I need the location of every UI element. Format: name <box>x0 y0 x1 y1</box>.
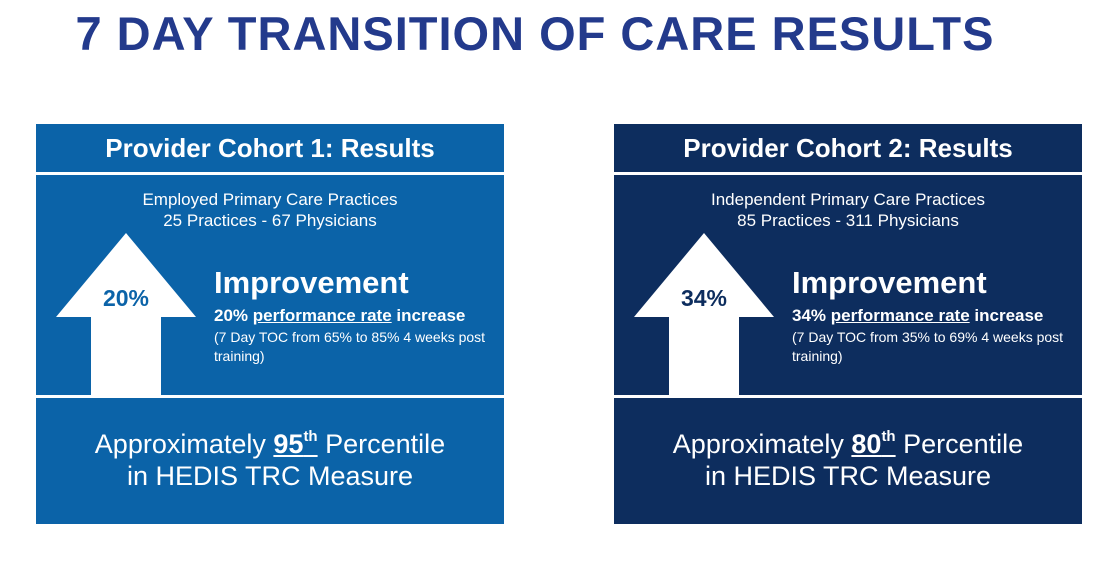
percentile-number-value: 95 <box>273 429 304 459</box>
percentile-prefix: Approximately <box>672 429 844 459</box>
rate-value: 34% <box>792 306 827 325</box>
percentile-number: 80th <box>851 429 895 459</box>
up-arrow-icon <box>56 233 196 395</box>
measure-line: in HEDIS TRC Measure <box>126 461 414 491</box>
practice-type: Employed Primary Care Practices <box>142 190 398 209</box>
percentile-word: Percentile <box>903 429 1024 459</box>
practice-count: 85 Practices - 311 Physicians <box>737 211 959 230</box>
percentile-suffix: th <box>303 428 318 445</box>
cohort-2-card: Provider Cohort 2: Results Independent P… <box>614 124 1082 524</box>
rate-label: performance rate <box>830 306 970 325</box>
improvement-block: Improvement 34% performance rate increas… <box>792 265 1077 366</box>
up-arrow-icon <box>634 233 774 395</box>
rate-line: 34% performance rate increase <box>792 305 1077 326</box>
cohort-1-percentile: Approximately 95th Percentile in HEDIS T… <box>36 398 504 524</box>
cohort-2-subtitle: Independent Primary Care Practices 85 Pr… <box>614 189 1082 231</box>
arrow-percentage: 34% <box>680 285 728 311</box>
practice-type: Independent Primary Care Practices <box>710 190 986 209</box>
percentile-prefix: Approximately <box>94 429 266 459</box>
percentile-line: Approximately 95th Percentile <box>36 428 504 460</box>
rate-line: 20% performance rate increase <box>214 305 499 326</box>
percentile-number: 95th <box>273 429 317 459</box>
improvement-block: Improvement 20% performance rate increas… <box>214 265 499 366</box>
cohort-1-card: Provider Cohort 1: Results Employed Prim… <box>36 124 504 524</box>
cohort-2-header: Provider Cohort 2: Results <box>614 124 1082 172</box>
improvement-detail: (7 Day TOC from 65% to 85% 4 weeks post … <box>214 329 486 364</box>
rate-value: 20% <box>214 306 249 325</box>
cohort-1-header: Provider Cohort 1: Results <box>36 124 504 172</box>
cohort-1-details: Employed Primary Care Practices 25 Pract… <box>36 175 504 395</box>
improvement-label: Improvement <box>792 265 987 300</box>
rate-label: performance rate <box>252 306 392 325</box>
percentile-line: Approximately 80th Percentile <box>614 428 1082 460</box>
rate-suffix: increase <box>974 306 1044 325</box>
cohort-1-subtitle: Employed Primary Care Practices 25 Pract… <box>36 189 504 231</box>
measure-line: in HEDIS TRC Measure <box>704 461 992 491</box>
percentile-number-value: 80 <box>851 429 882 459</box>
cohort-2-details: Independent Primary Care Practices 85 Pr… <box>614 175 1082 395</box>
percentile-word: Percentile <box>325 429 446 459</box>
improvement-detail: (7 Day TOC from 35% to 69% 4 weeks post … <box>792 329 1064 364</box>
cohort-2-percentile: Approximately 80th Percentile in HEDIS T… <box>614 398 1082 524</box>
rate-suffix: increase <box>396 306 466 325</box>
improvement-label: Improvement <box>214 265 409 300</box>
page-title: 7 DAY TRANSITION OF CARE RESULTS <box>75 7 995 60</box>
percentile-suffix: th <box>881 428 896 445</box>
practice-count: 25 Practices - 67 Physicians <box>163 211 377 230</box>
arrow-percentage: 20% <box>102 285 150 311</box>
